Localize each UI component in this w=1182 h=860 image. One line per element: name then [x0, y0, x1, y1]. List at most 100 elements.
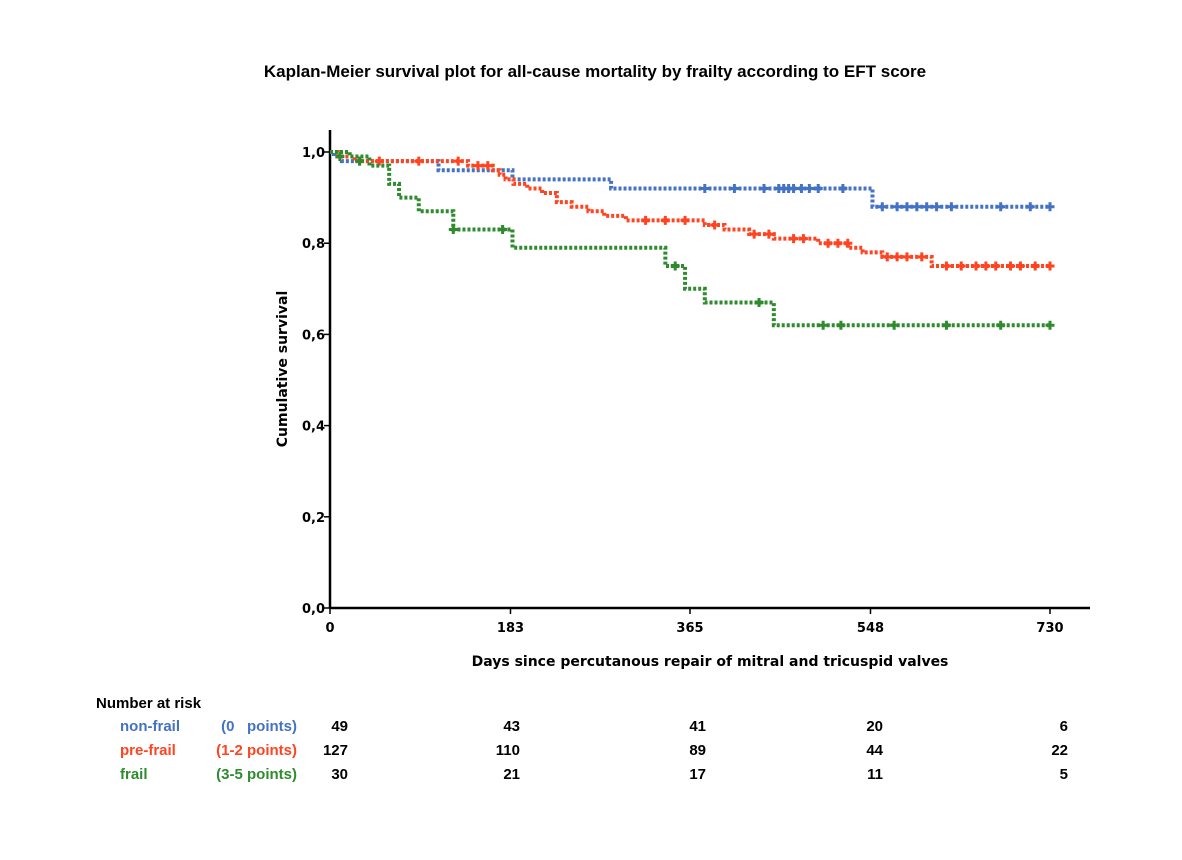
- censor-mark-frail: [498, 225, 508, 235]
- risk-row-points-prefrail: (1-2 points): [216, 742, 297, 759]
- number-at-risk-table: Number at risk non-frail (0 points) 49 43 41…: [96, 695, 1068, 783]
- risk-value-nonfrail: 6: [1060, 718, 1068, 735]
- x-tick-label: 730: [1036, 621, 1063, 636]
- censor-mark-nonfrail: [796, 183, 806, 193]
- risk-row-label-nonfrail: non-frail: [120, 718, 180, 735]
- censor-mark-prefrail: [710, 220, 720, 230]
- censor-mark-frail: [818, 320, 828, 330]
- y-ticks: 0,0 0,2 0,4 0,6 0,8 1,0: [302, 146, 330, 617]
- censor-mark-prefrail: [764, 229, 774, 239]
- censor-mark-frail: [941, 320, 951, 330]
- censor-mark-prefrail: [991, 261, 1001, 271]
- risk-value-frail: 17: [689, 766, 706, 783]
- censor-mark-prefrail: [882, 252, 892, 262]
- censor-mark-prefrail: [660, 215, 670, 225]
- risk-row-label-prefrail: pre-frail: [120, 742, 176, 759]
- censor-mark-prefrail: [680, 215, 690, 225]
- series-prefrail: [330, 150, 1055, 271]
- x-tick-label: 0: [325, 621, 334, 636]
- censor-mark-prefrail: [473, 161, 483, 171]
- censor-mark-nonfrail: [789, 183, 799, 193]
- censor-mark-nonfrail: [729, 183, 739, 193]
- censor-mark-frail: [670, 261, 680, 271]
- censor-mark-nonfrail: [892, 202, 902, 212]
- risk-value-frail: 11: [867, 766, 883, 783]
- censor-mark-prefrail: [1006, 261, 1016, 271]
- survival-curve-prefrail: [330, 150, 1050, 268]
- risk-value-frail: 21: [503, 766, 520, 783]
- censor-mark-prefrail: [749, 229, 759, 239]
- risk-value-prefrail: 110: [496, 742, 520, 759]
- risk-value-prefrail: 44: [866, 742, 883, 759]
- risk-value-nonfrail: 20: [866, 718, 883, 735]
- censor-mark-nonfrail: [877, 202, 887, 212]
- censor-mark-frail: [1045, 320, 1055, 330]
- censor-mark-nonfrail: [804, 183, 814, 193]
- censor-mark-prefrail: [941, 261, 951, 271]
- censor-mark-nonfrail: [912, 202, 922, 212]
- survival-curve-nonfrail: [330, 150, 1050, 209]
- censor-mark-nonfrail: [902, 202, 912, 212]
- risk-value-prefrail: 127: [323, 742, 348, 759]
- censor-mark-prefrail: [843, 238, 853, 248]
- series-frail: [330, 150, 1055, 330]
- risk-row-points-nonfrail: (0 points): [221, 718, 297, 735]
- risk-value-prefrail: 89: [689, 742, 706, 759]
- censor-mark-frail: [754, 297, 764, 307]
- x-tick-label: 548: [857, 621, 884, 636]
- censor-mark-frail: [448, 225, 458, 235]
- censor-mark-frail: [836, 320, 846, 330]
- y-tick-label: 0,4: [302, 420, 325, 435]
- risk-value-frail: 5: [1060, 766, 1068, 783]
- censor-mark-prefrail: [641, 215, 651, 225]
- x-ticks: 0 183 365 548 730: [325, 608, 1064, 636]
- censor-mark-prefrail: [956, 261, 966, 271]
- censor-mark-prefrail: [483, 161, 493, 171]
- risk-value-nonfrail: 49: [331, 718, 348, 735]
- y-axis-label: Cumulative survival: [275, 291, 291, 448]
- censor-mark-prefrail: [917, 252, 927, 262]
- y-tick-label: 0,6: [302, 328, 325, 343]
- censor-mark-prefrail: [981, 261, 991, 271]
- censor-mark-nonfrail: [700, 183, 710, 193]
- censor-mark-prefrail: [823, 238, 833, 248]
- y-tick-label: 0,8: [302, 237, 325, 252]
- survival-curve-frail: [330, 150, 1050, 328]
- censor-mark-frail: [335, 152, 345, 162]
- series-nonfrail: [330, 150, 1055, 212]
- censor-mark-prefrail: [453, 156, 463, 166]
- censor-mark-frail: [355, 156, 365, 166]
- censor-mark-prefrail: [1045, 261, 1055, 271]
- censor-mark-nonfrail: [1025, 202, 1035, 212]
- censor-mark-prefrail: [414, 156, 424, 166]
- censor-mark-frail: [889, 320, 899, 330]
- censor-mark-frail: [996, 320, 1006, 330]
- censor-mark-nonfrail: [932, 202, 942, 212]
- y-tick-label: 0,0: [302, 602, 325, 617]
- censor-mark-prefrail: [892, 252, 902, 262]
- x-tick-label: 365: [676, 621, 703, 636]
- censor-mark-prefrail: [971, 261, 981, 271]
- x-axis-label: Days since percutanous repair of mitral …: [472, 654, 949, 670]
- risk-row-label-frail: frail: [120, 766, 148, 783]
- censor-mark-nonfrail: [996, 202, 1006, 212]
- risk-value-nonfrail: 43: [503, 718, 520, 735]
- censor-mark-prefrail: [902, 252, 912, 262]
- censor-mark-nonfrail: [759, 183, 769, 193]
- censor-mark-nonfrail: [1045, 202, 1055, 212]
- censor-mark-nonfrail: [922, 202, 932, 212]
- censor-mark-prefrail: [1030, 261, 1040, 271]
- chart-title: Kaplan-Meier survival plot for all-cause…: [264, 62, 926, 81]
- plot-area: 0,0 0,2 0,4 0,6 0,8 1,0 0 183 365 548 730: [302, 130, 1090, 636]
- censor-mark-nonfrail: [946, 202, 956, 212]
- risk-rows: non-frail (0 points) 49 43 41 20 6 pre-frail (1-…: [120, 718, 1068, 783]
- x-tick-label: 183: [497, 621, 524, 636]
- series-layer: [330, 150, 1055, 330]
- censor-mark-prefrail: [798, 234, 808, 244]
- y-tick-label: 0,2: [302, 511, 325, 526]
- y-tick-label: 1,0: [302, 146, 325, 161]
- risk-value-frail: 30: [331, 766, 348, 783]
- censor-mark-nonfrail: [813, 183, 823, 193]
- censor-mark-prefrail: [789, 234, 799, 244]
